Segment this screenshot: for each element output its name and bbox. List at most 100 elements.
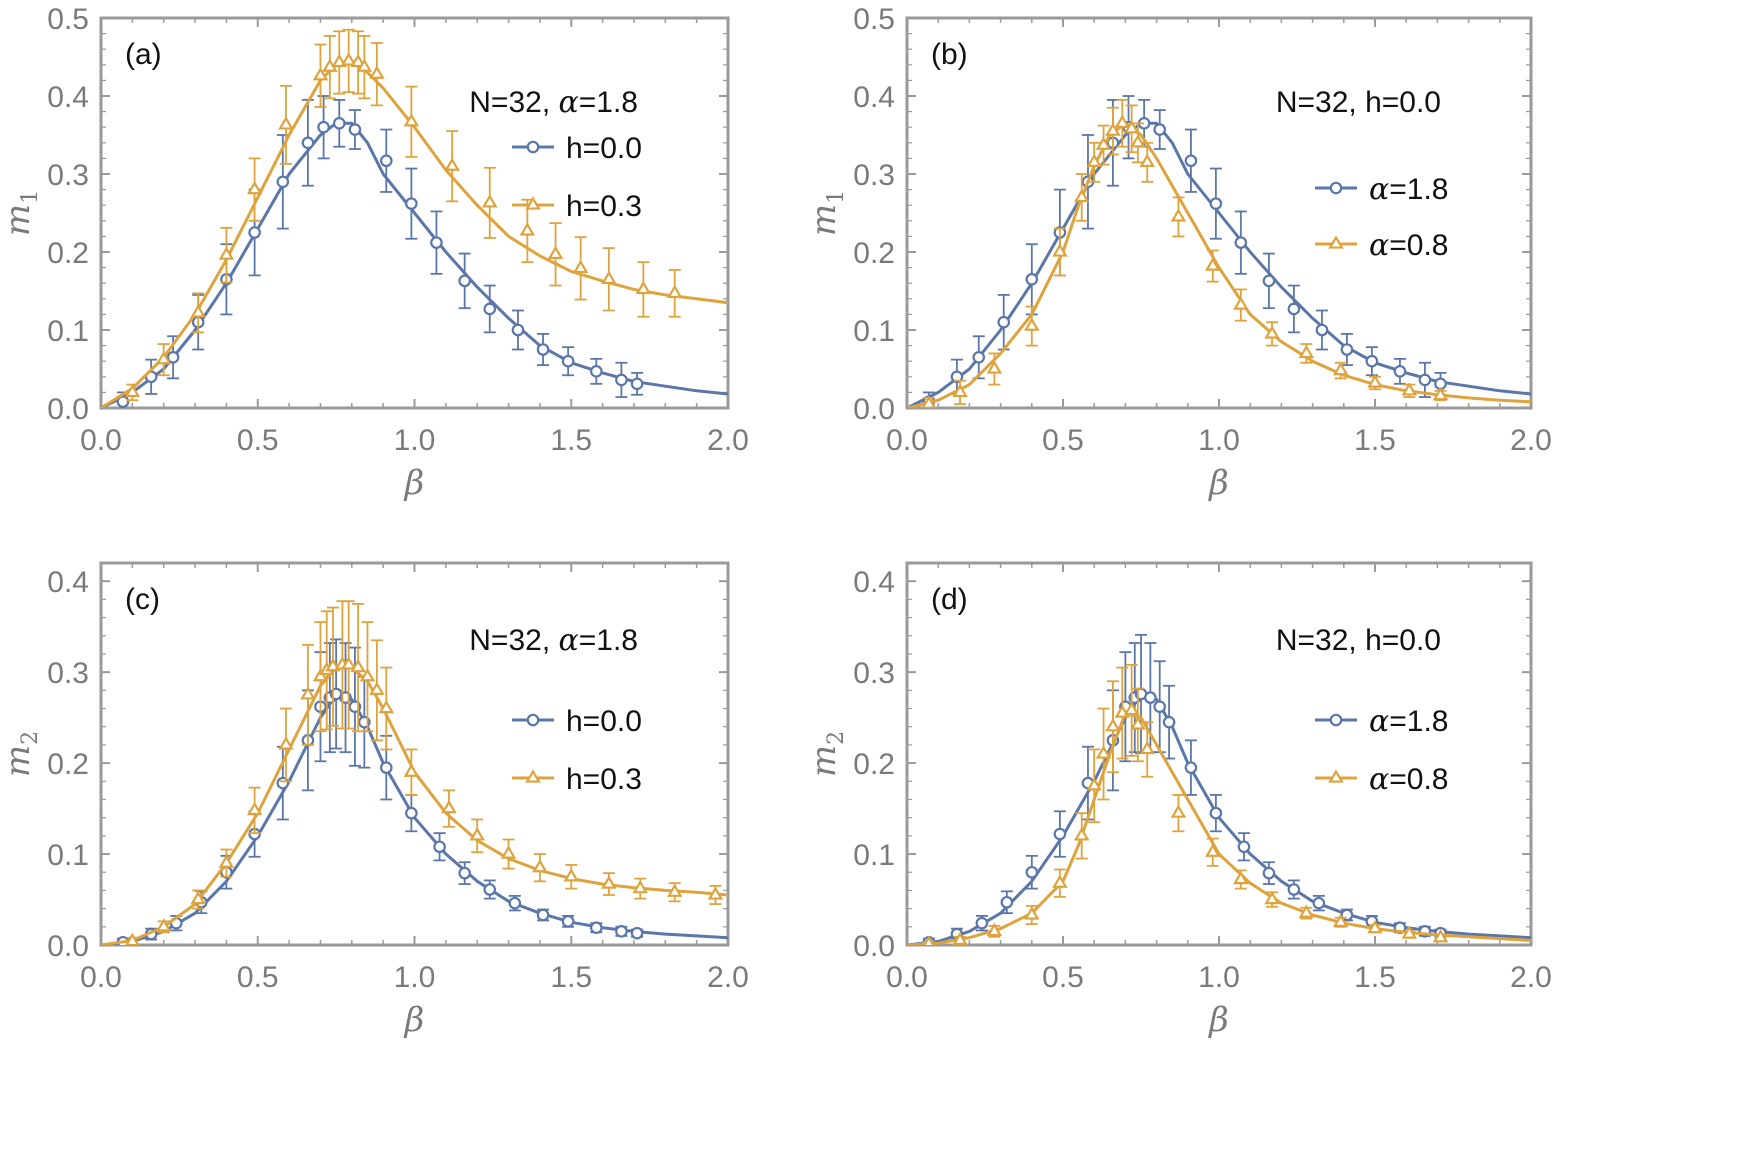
series-line: [907, 121, 1531, 408]
data-point-circle: [458, 866, 471, 880]
data-point-triangle: [1024, 317, 1040, 331]
legend-suffix: h=0.0: [566, 705, 642, 738]
data-point-triangle: [1139, 153, 1156, 167]
data-point-triangle: [952, 931, 968, 945]
series-line: [907, 711, 1531, 945]
data-point-triangle: [155, 918, 172, 932]
y-tick-label: 0.2: [47, 748, 89, 781]
data-point-circle: [379, 761, 393, 774]
data-point-circle: [1144, 691, 1157, 704]
data-point-circle: [458, 274, 471, 288]
data-point-circle: [997, 315, 1011, 329]
annotation-prefix: N=32,: [1276, 86, 1365, 119]
data-point-triangle: [278, 736, 294, 750]
data-point-triangle: [441, 799, 457, 814]
x-tick-label: 1.0: [1198, 424, 1240, 457]
y-tick-label: 0.3: [853, 657, 895, 690]
y-tick-label: 0.1: [47, 839, 89, 872]
data-point-triangle: [124, 383, 141, 398]
data-point-circle: [511, 323, 525, 337]
legend-label: h=0.0: [566, 705, 642, 738]
y-tick-label: 0.0: [853, 393, 895, 426]
data-point-triangle: [1052, 874, 1068, 888]
legend-item: h=0.3: [512, 763, 642, 796]
data-point-triangle: [601, 875, 617, 889]
data-point-triangle: [563, 868, 580, 882]
y-axis-label-base: m: [0, 745, 38, 777]
data-point-circle: [1162, 715, 1176, 729]
x-tick-label: 1.0: [394, 424, 436, 457]
data-point-triangle: [1024, 906, 1040, 920]
data-point-triangle: [340, 656, 357, 670]
data-point-triangle: [1204, 843, 1221, 857]
data-point-triangle: [481, 194, 498, 208]
legend-marker-triangle: [1328, 769, 1344, 783]
legend-symbol: α: [1369, 762, 1389, 797]
series-line: [907, 121, 1531, 408]
x-tick-label: 2.0: [1510, 424, 1552, 457]
data-point-triangle: [923, 935, 935, 945]
x-tick-label: 0.0: [886, 424, 928, 457]
data-point-circle: [379, 154, 393, 168]
annotation-symbol: α: [559, 623, 579, 658]
x-tick-label: 1.5: [1354, 961, 1396, 994]
data-point-triangle: [666, 883, 683, 897]
data-point-triangle: [1401, 382, 1418, 396]
data-point-triangle: [1432, 929, 1449, 943]
data-point-circle: [1365, 354, 1379, 368]
legend-marker-triangle: [525, 769, 541, 783]
data-point-triangle: [1170, 804, 1187, 818]
data-point-triangle: [1095, 136, 1112, 150]
data-point-triangle: [532, 858, 548, 873]
y-tick-label: 0.4: [47, 566, 89, 599]
data-point-circle: [561, 354, 575, 368]
data-point-circle: [1287, 302, 1301, 316]
y-tick-label: 0.0: [47, 930, 89, 963]
data-point-circle: [483, 883, 497, 896]
legend-suffix: h=0.3: [566, 190, 642, 223]
data-point-circle: [1153, 123, 1167, 136]
data-point-circle: [1262, 866, 1276, 880]
y-tick-label: 0.2: [853, 748, 895, 781]
legend-marker-circle: [1329, 713, 1343, 727]
legend-suffix: h=0.3: [566, 763, 642, 796]
x-tick-label: 0.0: [886, 961, 928, 994]
x-tick-label: 0.5: [1042, 424, 1084, 457]
data-point-circle: [1025, 865, 1039, 879]
y-axis-label-subscript: 2: [18, 731, 43, 745]
x-tick-label: 1.5: [1354, 424, 1396, 457]
x-tick-label: 2.0: [707, 424, 749, 457]
data-point-triangle: [500, 845, 517, 859]
annotation-suffix: =1.8: [579, 624, 638, 657]
data-point-triangle: [1114, 114, 1131, 128]
data-point-circle: [536, 343, 550, 356]
y-axis-label: m2: [804, 731, 849, 777]
data-point-circle: [332, 117, 346, 130]
panel-label: (b): [931, 38, 968, 71]
data-point-triangle: [125, 932, 140, 945]
legend-item: h=0.0: [512, 132, 642, 165]
data-point-triangle: [1073, 188, 1090, 203]
data-point-triangle: [1332, 913, 1349, 927]
annotation-prefix: N=32,: [1276, 624, 1365, 657]
legend-label: α=0.8: [1369, 762, 1449, 797]
y-axis-label-subscript: 2: [824, 731, 849, 745]
annotation: N=32, h=0.0: [1276, 86, 1441, 119]
data-point-triangle: [190, 304, 206, 318]
annotation: N=32, α=1.8: [469, 85, 638, 120]
data-point-triangle: [155, 350, 172, 365]
legend-item: h=0.3: [512, 190, 642, 223]
data-point-circle: [630, 926, 644, 940]
data-point-circle: [430, 236, 443, 249]
y-tick-label: 0.3: [47, 159, 89, 192]
series-b-1: [907, 99, 1531, 408]
legend-symbol: α: [1369, 172, 1389, 207]
x-tick-label: 0.5: [237, 961, 279, 994]
data-point-triangle: [1204, 257, 1221, 271]
panel-d: 0.0 0.5 1.0 1.5 2.0 0.0 0.1 0.2 0.3 0.4 β m2 (d) N=32…: [804, 561, 1552, 1040]
data-point-circle: [950, 370, 964, 384]
data-point-triangle: [1298, 344, 1315, 359]
data-point-circle: [615, 925, 628, 938]
panel-a: 0.0 0.5 1.0 1.5 2.0 0.0 0.1 0.2 0.3 0.4 0.5 β m1 (a) N…: [0, 3, 749, 503]
data-point-circle: [1209, 197, 1223, 210]
